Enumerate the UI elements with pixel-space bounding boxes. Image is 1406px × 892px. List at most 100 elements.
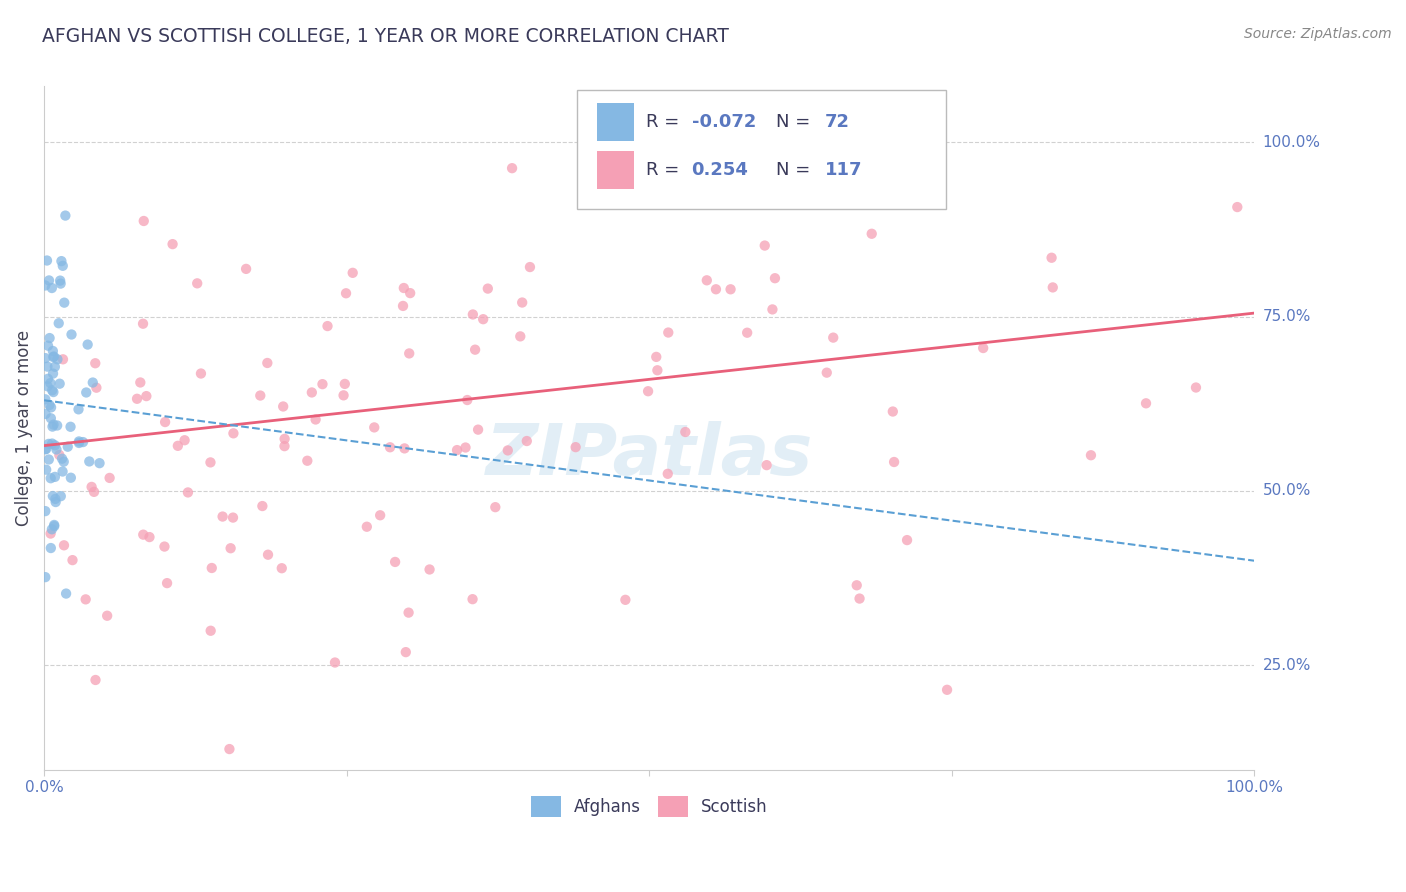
Point — [510, 295, 533, 310]
Point — [657, 467, 679, 481]
Point — [395, 645, 418, 659]
Y-axis label: College, 1 year or more: College, 1 year or more — [15, 330, 32, 526]
Point — [79, 454, 101, 468]
Text: -0.072: -0.072 — [692, 113, 756, 131]
FancyBboxPatch shape — [598, 151, 634, 188]
FancyBboxPatch shape — [598, 103, 634, 141]
Point — [392, 299, 415, 313]
Point — [883, 455, 905, 469]
Point — [363, 420, 385, 434]
Point — [44, 470, 66, 484]
Point — [218, 742, 240, 756]
Point — [45, 442, 67, 457]
Text: 25.0%: 25.0% — [1263, 658, 1310, 673]
Point — [42, 489, 65, 503]
Point — [1080, 448, 1102, 462]
Point — [501, 161, 523, 176]
Point — [153, 415, 176, 429]
Point — [132, 317, 155, 331]
Point — [39, 401, 62, 415]
Point — [59, 419, 82, 434]
Point — [34, 392, 56, 407]
Point — [333, 376, 356, 391]
Point — [219, 541, 242, 556]
Point — [311, 377, 333, 392]
Point — [98, 471, 121, 485]
Point — [37, 379, 59, 393]
Point — [35, 463, 58, 477]
Point — [37, 372, 59, 386]
Text: AFGHAN VS SCOTTISH COLLEGE, 1 YEAR OR MORE CORRELATION CHART: AFGHAN VS SCOTTISH COLLEGE, 1 YEAR OR MO… — [42, 27, 730, 45]
Point — [316, 319, 339, 334]
Point — [75, 385, 97, 400]
Point — [37, 359, 59, 374]
Point — [38, 273, 60, 287]
Point — [51, 465, 73, 479]
Point — [222, 510, 245, 524]
Point — [1040, 251, 1063, 265]
Point — [38, 437, 60, 451]
Text: 75.0%: 75.0% — [1263, 309, 1310, 324]
Point — [34, 442, 56, 457]
Point — [301, 385, 323, 400]
Point — [49, 277, 72, 291]
Point — [35, 442, 58, 456]
Point — [129, 376, 152, 390]
Point — [67, 402, 90, 417]
Point — [51, 451, 73, 466]
Text: R =: R = — [645, 161, 685, 178]
Point — [645, 350, 668, 364]
Point — [297, 454, 319, 468]
Point — [936, 682, 959, 697]
Point — [42, 367, 65, 381]
Point — [41, 436, 63, 450]
Point — [972, 341, 994, 355]
Point — [35, 253, 58, 268]
Point — [44, 518, 66, 533]
Point — [52, 455, 75, 469]
Point — [49, 489, 72, 503]
Point — [882, 404, 904, 418]
Point — [496, 443, 519, 458]
Point — [41, 384, 63, 398]
Point — [41, 419, 63, 434]
Text: 72: 72 — [825, 113, 849, 131]
Point — [53, 209, 76, 223]
Point — [89, 456, 111, 470]
Point — [156, 576, 179, 591]
Point — [53, 295, 76, 310]
Point — [222, 426, 245, 441]
Point — [138, 530, 160, 544]
Point — [42, 350, 65, 364]
Point — [637, 384, 659, 399]
Point — [763, 271, 786, 285]
Point — [704, 282, 727, 296]
Point — [342, 266, 364, 280]
FancyBboxPatch shape — [576, 90, 946, 210]
Point — [419, 562, 441, 576]
Text: R =: R = — [645, 113, 685, 131]
Point — [42, 343, 65, 358]
Point — [249, 388, 271, 402]
Point — [201, 561, 224, 575]
Point — [472, 312, 495, 326]
Point — [52, 259, 75, 273]
Point — [39, 411, 62, 425]
Point — [135, 389, 157, 403]
Point — [356, 520, 378, 534]
Point — [484, 500, 506, 515]
Point — [34, 570, 56, 584]
Point — [41, 522, 63, 536]
Point — [860, 227, 883, 241]
Point — [384, 555, 406, 569]
Point — [509, 329, 531, 343]
Point — [48, 376, 70, 391]
Point — [34, 407, 56, 421]
Point — [335, 286, 357, 301]
Point — [761, 302, 783, 317]
Point — [270, 561, 292, 575]
Point — [80, 480, 103, 494]
Point — [394, 442, 416, 456]
Point — [82, 376, 104, 390]
Point — [273, 439, 295, 453]
